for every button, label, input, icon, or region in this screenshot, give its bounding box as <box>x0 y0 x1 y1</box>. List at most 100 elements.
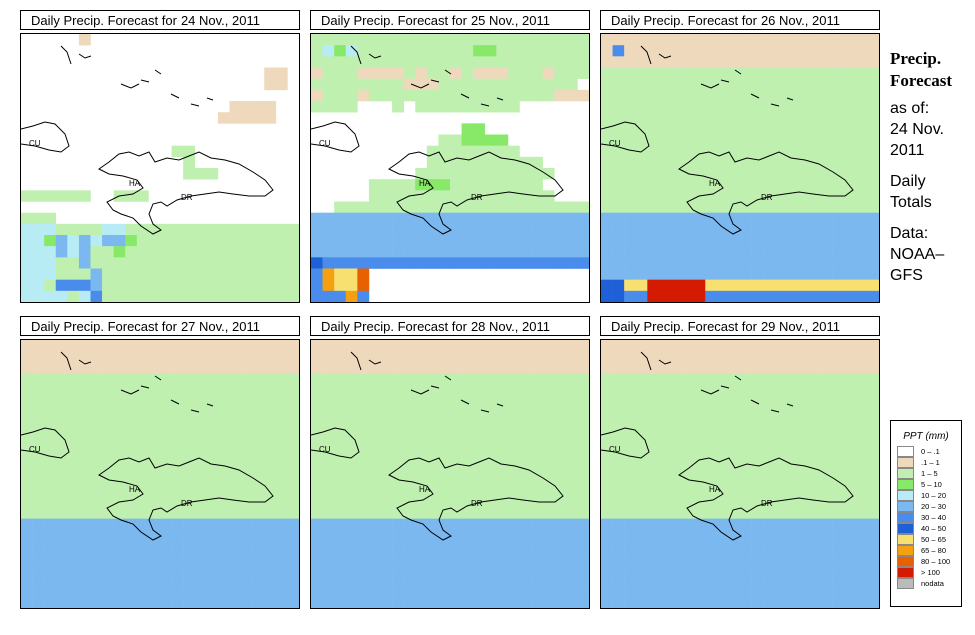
precip-cell <box>763 257 776 269</box>
precip-cell <box>450 529 462 542</box>
precip-cell <box>345 507 358 519</box>
precip-cell <box>241 340 253 352</box>
precip-cell <box>415 574 428 586</box>
precip-cell <box>682 112 694 124</box>
precip-cell <box>507 462 520 475</box>
forecast-panel-5: Daily Precip. Forecast for 28 Nov., 2011 … <box>310 316 592 610</box>
precip-cell <box>275 78 288 91</box>
precip-cell <box>32 485 45 497</box>
precip-cell <box>484 474 497 486</box>
precip-cell <box>473 541 486 553</box>
precip-cell <box>78 395 91 408</box>
precip-cell <box>21 418 33 430</box>
precip-cell <box>415 201 428 213</box>
precip-cell <box>728 268 741 280</box>
precip-cell <box>125 518 138 531</box>
precip-cell <box>531 56 543 68</box>
precip-cell <box>867 429 879 441</box>
precip-cell <box>705 156 718 169</box>
ppt-legend: PPT (mm) 0 – .1 .1 – 1 1 – 5 5 – 10 10 –… <box>890 420 962 607</box>
precip-cell <box>855 89 868 102</box>
precip-cell <box>728 596 741 608</box>
precip-cell <box>786 373 799 385</box>
precip-cell <box>345 290 358 302</box>
precip-cell <box>67 351 80 363</box>
precip-cell <box>855 395 868 408</box>
precip-cell <box>751 279 764 292</box>
precip-cell <box>554 496 567 508</box>
precip-cell <box>612 56 625 68</box>
precip-cell <box>705 496 718 508</box>
precip-cell <box>287 257 299 269</box>
precip-cell <box>322 440 335 452</box>
precip-cell <box>670 67 683 79</box>
precip-cell <box>287 340 299 352</box>
precip-cell <box>392 485 404 497</box>
precip-cell <box>241 563 253 575</box>
precip-cell <box>635 134 648 146</box>
precip-cell <box>78 429 91 441</box>
precip-cell <box>855 518 868 531</box>
precip-cell <box>624 384 637 397</box>
precip-cell <box>275 384 288 397</box>
precip-cell <box>241 440 253 452</box>
precip-cell <box>252 246 265 258</box>
precip-cell <box>728 485 741 497</box>
precip-cell <box>252 529 265 542</box>
precip-cell <box>554 384 567 397</box>
precip-cell <box>740 112 752 124</box>
precip-cell <box>148 340 161 352</box>
precip-cell <box>635 563 648 575</box>
precip-cell <box>507 201 520 213</box>
precip-cell <box>473 123 486 135</box>
precip-cell <box>264 101 277 113</box>
legend-row: .1 – 1 <box>891 457 961 468</box>
precip-cell <box>855 212 868 225</box>
precip-cell <box>206 429 219 441</box>
precip-cell <box>438 101 451 113</box>
precip-cell <box>554 373 567 385</box>
precip-cell <box>264 596 277 608</box>
precip-cell <box>763 235 776 247</box>
precip-cell <box>252 340 265 352</box>
precip-cell <box>867 89 879 102</box>
precip-cell <box>194 440 207 452</box>
precip-cell <box>461 395 474 408</box>
precip-cell <box>786 134 799 146</box>
precip-cell <box>728 574 741 586</box>
precip-cell <box>624 585 637 598</box>
precip-cell <box>565 574 578 586</box>
precip-cell <box>855 279 868 292</box>
precip-cell <box>797 179 810 191</box>
precip-cell <box>682 56 694 68</box>
precip-cell <box>345 67 358 79</box>
precip-cell <box>763 290 776 302</box>
precip-cell <box>763 474 776 486</box>
precip-cell <box>403 440 416 452</box>
precip-cell <box>670 351 683 363</box>
precip-cell <box>716 451 729 464</box>
precip-cell <box>90 223 103 236</box>
precip-cell <box>867 507 879 519</box>
precip-cell <box>334 223 347 236</box>
precip-cell <box>647 440 660 452</box>
precip-cell <box>647 395 660 408</box>
precip-cell <box>345 485 358 497</box>
precip-cell <box>55 223 68 236</box>
precip-cell <box>206 407 219 419</box>
precip-cell <box>345 279 358 292</box>
precip-cell <box>275 246 288 258</box>
precip-cell <box>78 257 91 269</box>
precip-cell <box>519 474 532 486</box>
precip-cell <box>531 474 543 486</box>
precip-cell <box>670 168 683 180</box>
precip-cell <box>90 418 103 430</box>
precip-cell <box>322 541 335 553</box>
precip-cell <box>484 541 497 553</box>
precip-cell <box>426 552 439 564</box>
precip-cell <box>554 56 567 68</box>
precip-cell <box>44 496 57 508</box>
precip-cell <box>311 257 323 269</box>
precip-cell <box>797 418 810 430</box>
precip-cell <box>821 268 833 280</box>
